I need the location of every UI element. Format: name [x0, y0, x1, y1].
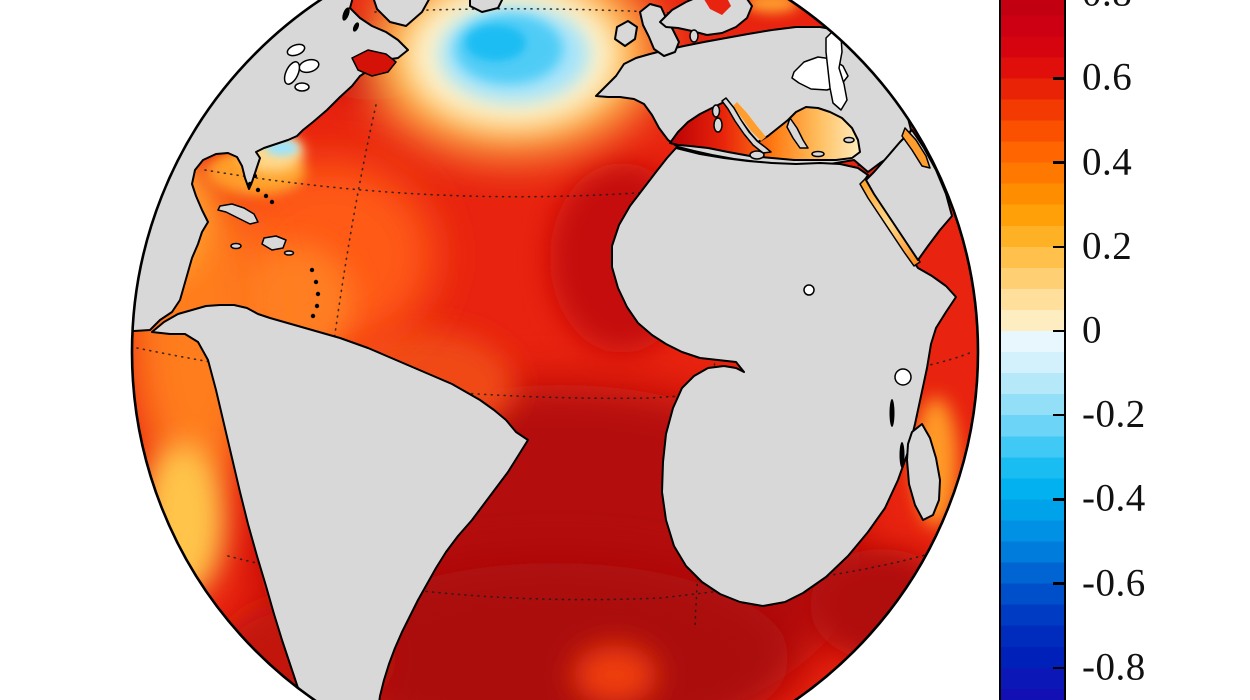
lesser-antilles: [309, 267, 321, 319]
colorbar-tick-label: 0.4: [1082, 140, 1133, 184]
islet: [247, 181, 253, 187]
persian-gulf: [901, 127, 931, 169]
colorbar-tick-label: -0.6: [1082, 561, 1146, 605]
islet: [263, 193, 269, 199]
islet: [310, 313, 316, 319]
iceland: [469, 0, 505, 13]
lake-chad: [803, 284, 815, 296]
great-lakes: [283, 43, 320, 92]
lake-malawi: [899, 442, 905, 468]
corsica: [711, 104, 721, 118]
lake: [294, 82, 310, 92]
islet: [253, 174, 257, 178]
islet: [314, 303, 320, 309]
south-bright-patch: [573, 645, 657, 700]
colorbar-tick: [1053, 245, 1065, 248]
colorbar-tick-label: -0.2: [1082, 392, 1146, 436]
crete: [811, 150, 825, 158]
greece-peninsula: [786, 117, 809, 149]
globe-limb: [130, 0, 980, 700]
islet: [315, 291, 321, 297]
east-pacific-yellow: [141, 442, 225, 598]
islet: [255, 187, 261, 193]
islet: [269, 199, 275, 205]
madagascar: [906, 423, 941, 521]
cuba: [217, 203, 259, 225]
sicily: [749, 150, 765, 160]
parallel-line: [227, 551, 936, 601]
colorbar-tick-label: 0.2: [1082, 224, 1133, 268]
hispaniola: [261, 235, 287, 251]
cyprus: [843, 136, 855, 144]
colorbar: [999, 0, 1066, 700]
colorbar-tick: [1053, 498, 1065, 501]
islet: [309, 267, 315, 273]
great-britain: [639, 3, 680, 57]
colorbar-tick: [1053, 161, 1065, 164]
puerto-rico: [283, 250, 295, 256]
meridian-line: [694, 227, 727, 629]
colorbar-tick: [1053, 329, 1065, 333]
italy-peninsula: [721, 97, 772, 154]
continent-south-america: [151, 304, 529, 700]
gulf-of-st-lawrence: [351, 49, 397, 77]
sardinia: [713, 117, 723, 133]
adriatic-sea: [733, 102, 766, 141]
lake: [286, 43, 306, 57]
colorbar-tick: [1053, 414, 1065, 417]
colorbar-tick-label: 0.6: [1082, 55, 1133, 99]
islet: [313, 279, 319, 285]
colorbar-tick-label: 0.8: [1082, 0, 1132, 16]
greenland-tip: [371, 0, 433, 27]
lake-tanganyika: [889, 399, 895, 427]
south-atlantic-darkest: [320, 563, 790, 700]
lake-victoria: [894, 368, 912, 386]
colorbar-tick: [1053, 582, 1065, 585]
colorbar-tick-label: 0: [1082, 308, 1102, 352]
cold-blob-deepest: [466, 25, 526, 61]
norwegian-sea-amber: [745, 0, 799, 13]
colorbar-tick-label: -0.8: [1082, 645, 1146, 689]
arctic-islet: [352, 22, 360, 32]
baltic-sea: [702, 0, 731, 15]
arctic-islet: [342, 7, 350, 21]
ireland: [614, 20, 638, 47]
colorbar-tick: [1053, 77, 1065, 80]
lake: [283, 61, 301, 85]
jamaica: [230, 242, 242, 250]
denmark: [689, 29, 699, 43]
colorbar-tick: [1053, 666, 1065, 669]
colorbar-tick-label: -0.4: [1082, 476, 1146, 520]
bahamas: [247, 174, 275, 205]
